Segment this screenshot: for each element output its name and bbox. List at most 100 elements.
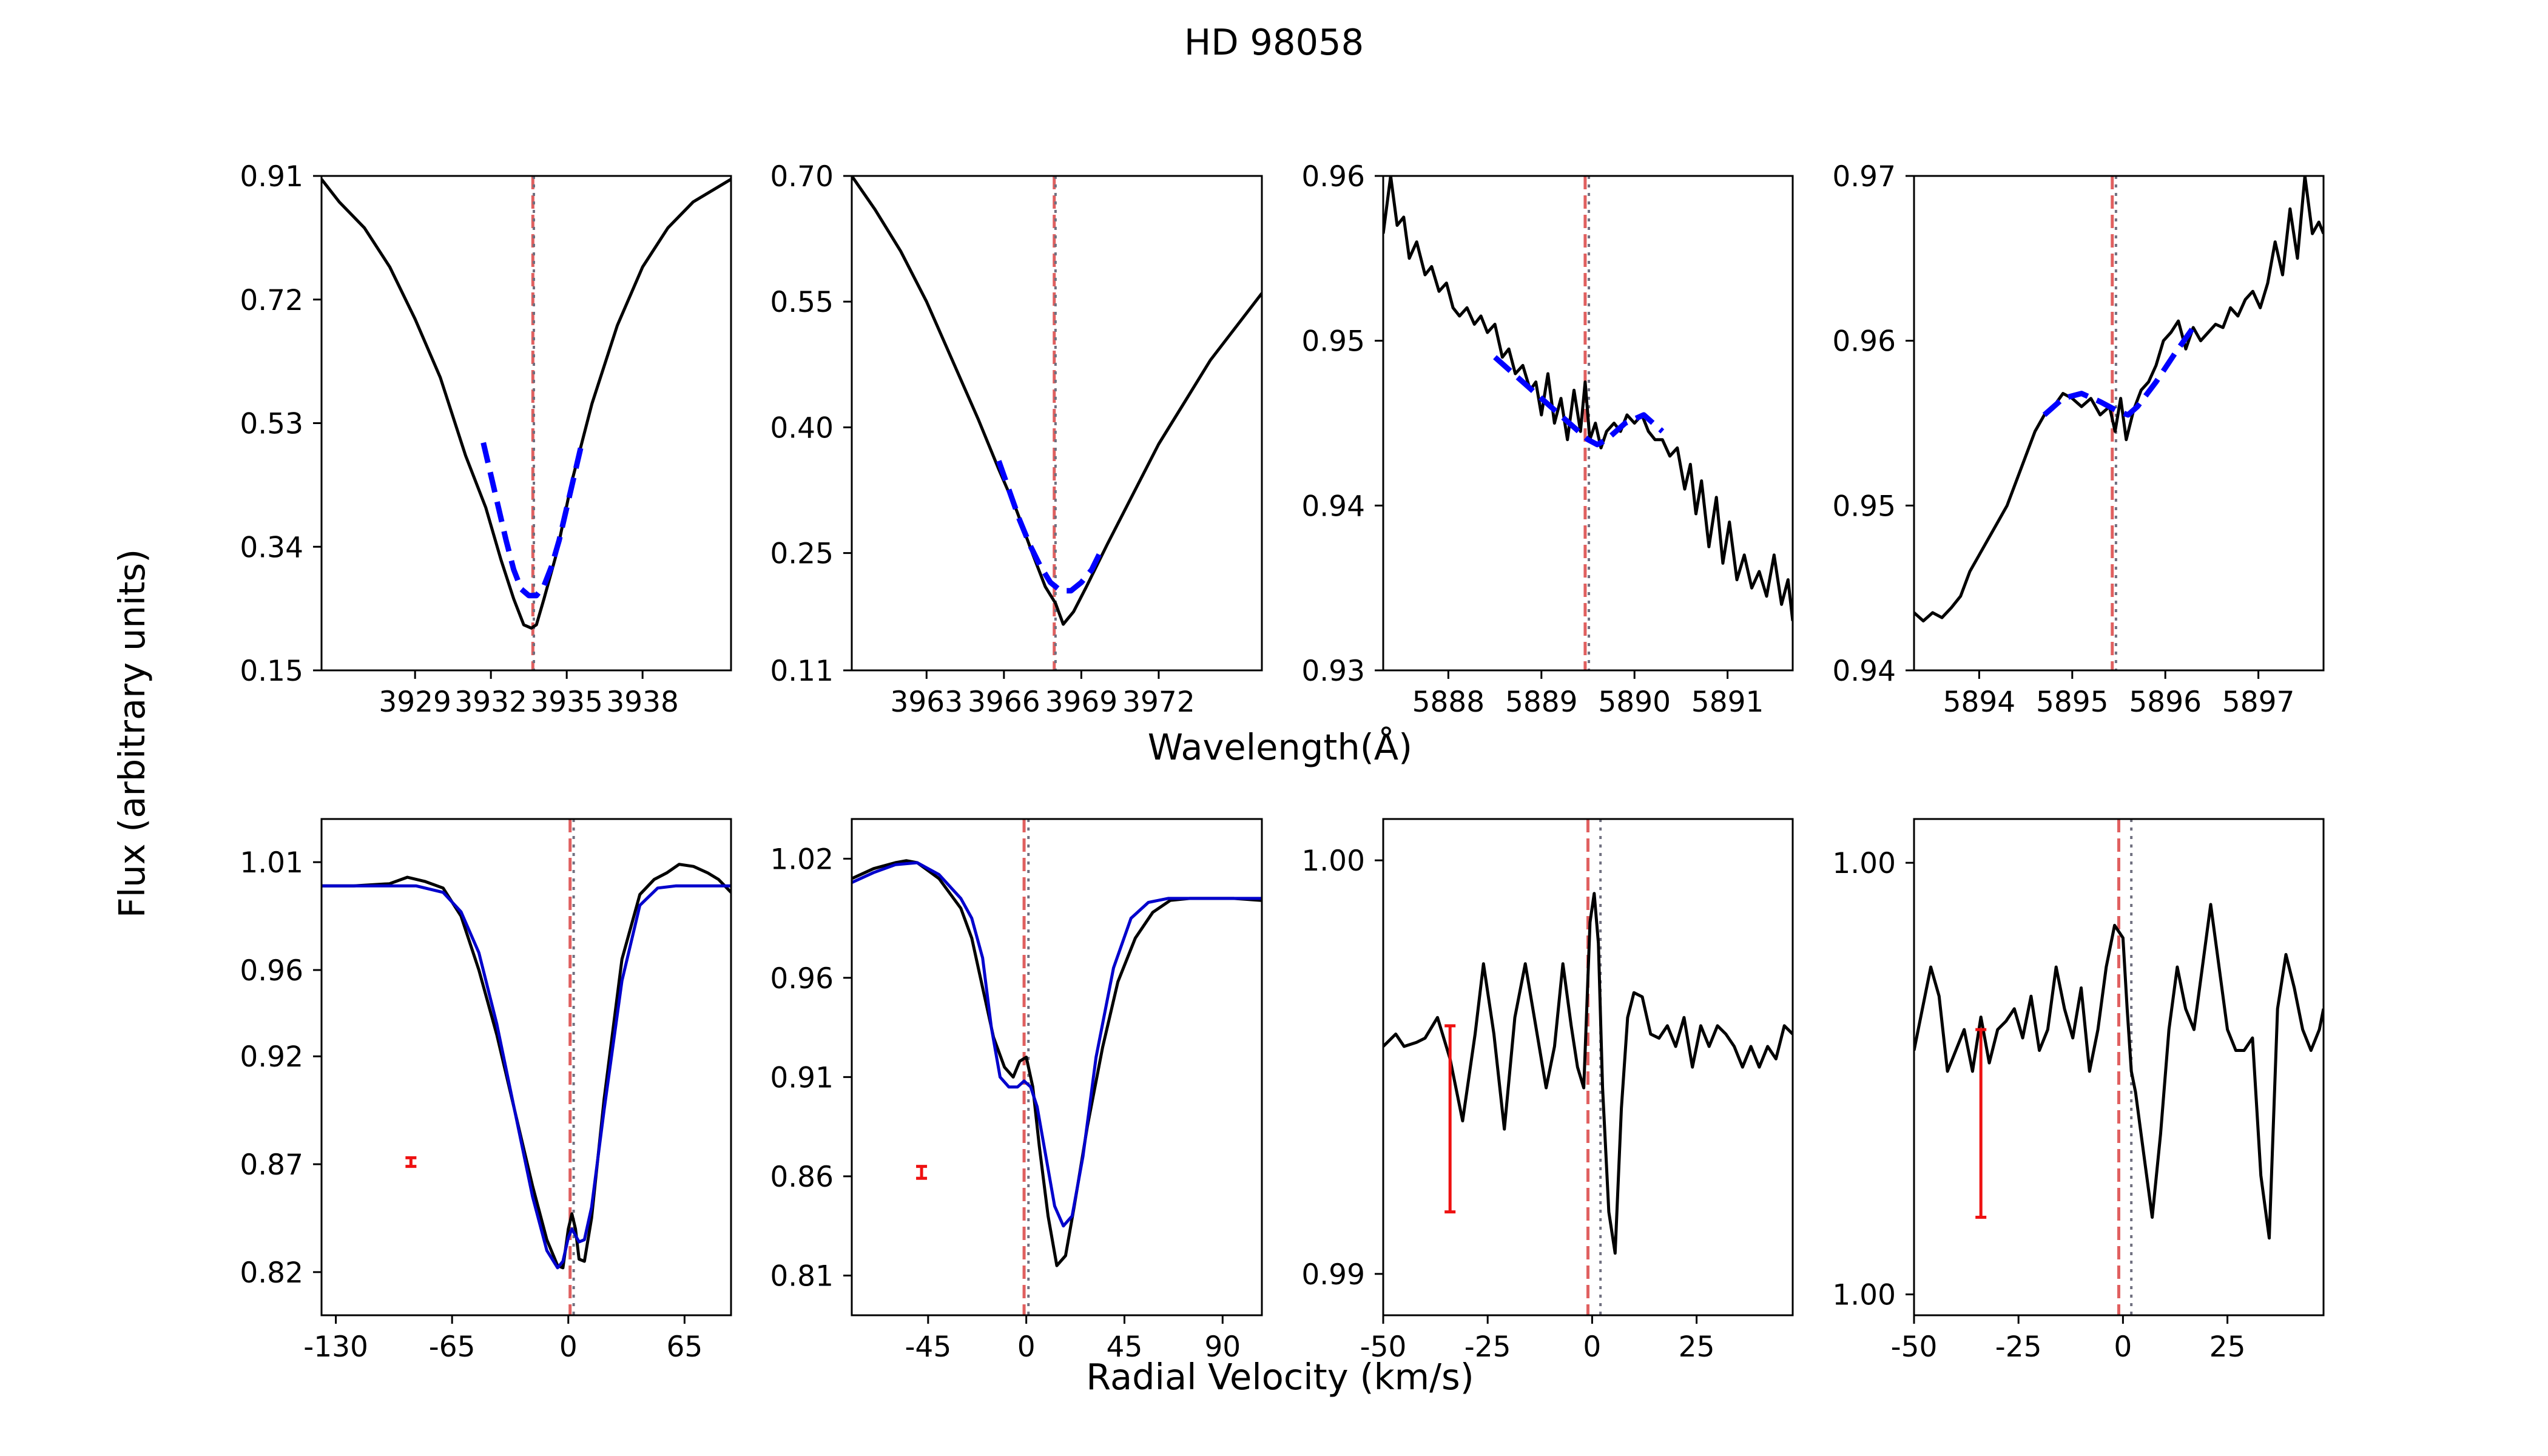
x-tick-label: -25: [1995, 1330, 2042, 1364]
bottom-row-x-axis-label: Radial Velocity (km/s): [1086, 1356, 1474, 1398]
series-observed: [1914, 903, 2324, 1240]
axes-frame: [1913, 818, 2325, 1316]
panel-5: -130 -65 0 65 0.82 0.87 0.92 0.96 1.01: [240, 818, 732, 1364]
y-tick-label: 0.91: [240, 160, 303, 194]
plot-area: [852, 819, 1262, 1315]
x-tick-label: 5895: [2036, 686, 2109, 719]
error-bar: [916, 1165, 928, 1180]
error-bar: [1444, 1024, 1456, 1214]
series-model: [852, 861, 1262, 1228]
plot-area: [1383, 176, 1793, 670]
x-tick-label: 3966: [968, 686, 1040, 719]
error-bar: [1975, 1028, 1987, 1219]
x-tick-label: -50: [1360, 1330, 1407, 1364]
x-tick-label: -130: [303, 1330, 368, 1364]
panel-1: 3929 3932 3935 3938 0.15 0.34 0.53 0.72 0.91: [240, 160, 732, 719]
series-fit: [996, 460, 1105, 594]
axes-frame: [1382, 818, 1794, 1316]
x-tick-label: 0: [559, 1330, 578, 1364]
y-tick-label: 0.72: [240, 284, 303, 317]
y-tick-label: 1.00: [1832, 1279, 1896, 1312]
y-tick-label: 0.11: [770, 655, 834, 688]
x-tick-label: 0: [1017, 1330, 1036, 1364]
y-tick-label: 0.96: [770, 962, 834, 996]
panel-6: -45 0 45 90 0.81 0.86 0.91 0.96 1.02: [770, 818, 1263, 1364]
x-tick-label: 5891: [1691, 686, 1764, 719]
y-tick-label: 0.40: [770, 411, 834, 445]
panel-8: -50 -25 0 25 1.00 1.00: [1832, 818, 2325, 1364]
figure-title: HD 98058: [1184, 21, 1364, 63]
y-tick-label: 1.01: [240, 846, 303, 880]
series-observed: [852, 859, 1262, 1267]
y-tick-label: 0.81: [770, 1260, 834, 1293]
y-tick-label: 0.92: [240, 1040, 303, 1074]
panels-group: 3929 3932 3935 3938 0.15 0.34 0.53 0.72 0.91 3963…: [240, 160, 2325, 1364]
x-tick-label: 3938: [606, 686, 679, 719]
x-tick-label: 5889: [1505, 686, 1578, 719]
y-tick-label: 0.99: [1301, 1258, 1365, 1292]
y-tick-label: 0.87: [240, 1148, 303, 1182]
x-tick-label: 65: [666, 1330, 703, 1364]
x-tick-label: 3963: [890, 686, 963, 719]
x-tick-label: 5890: [1598, 686, 1671, 719]
plot-area: [322, 819, 731, 1315]
x-tick-label: 3972: [1122, 686, 1195, 719]
series-observed: [1383, 892, 1793, 1255]
series-observed: [322, 863, 731, 1270]
series-fit: [480, 442, 585, 599]
y-tick-label: 0.95: [1832, 490, 1896, 523]
x-tick-label: -25: [1464, 1330, 1511, 1364]
plot-area: [1914, 176, 2324, 670]
panel-4: 5894 5895 5896 5897 0.94 0.95 0.96 0.97: [1832, 160, 2325, 719]
x-tick-label: 5896: [2129, 686, 2202, 719]
x-tick-label: 90: [1204, 1330, 1241, 1364]
y-tick-label: 1.00: [1832, 847, 1896, 880]
panel-7: -50 -25 0 25 0.99 1.00: [1301, 818, 1794, 1364]
x-tick-label: 25: [2209, 1330, 2246, 1364]
series-observed: [322, 178, 731, 630]
y-tick-label: 0.96: [1832, 325, 1896, 359]
y-tick-label: 0.94: [1301, 490, 1365, 523]
x-tick-label: 25: [1679, 1330, 1715, 1364]
series-observed: [1914, 176, 2324, 622]
x-tick-label: 5888: [1412, 686, 1485, 719]
y-tick-label: 0.96: [240, 954, 303, 988]
y-tick-label: 0.96: [1301, 160, 1365, 194]
y-tick-label: 1.00: [1301, 844, 1365, 878]
series-model: [322, 884, 731, 1270]
series-fit: [1493, 355, 1665, 448]
series-observed: [852, 176, 1262, 626]
plot-area: [1914, 819, 2324, 1315]
plot-area: [1383, 819, 1793, 1315]
panel-3: 5888 5889 5890 5891 0.93 0.94 0.95 0.96: [1301, 160, 1794, 719]
x-tick-label: 3929: [379, 686, 451, 719]
y-tick-label: 0.86: [770, 1161, 834, 1194]
shared-y-axis-label: Flux (arbitrary units): [111, 549, 153, 918]
series-observed: [1383, 176, 1793, 621]
error-bar: [405, 1156, 417, 1168]
y-tick-label: 0.91: [770, 1061, 834, 1094]
axes-frame: [851, 818, 1263, 1316]
x-tick-label: 3969: [1045, 686, 1118, 719]
axes-frame: [851, 175, 1263, 672]
y-tick-label: 1.02: [770, 843, 834, 876]
axes-frame: [1913, 175, 2325, 672]
plot-area: [322, 176, 731, 670]
x-tick-label: 5897: [2222, 686, 2295, 719]
x-tick-label: 0: [1583, 1330, 1601, 1364]
x-tick-label: 5894: [1943, 686, 2016, 719]
x-tick-label: 45: [1107, 1330, 1143, 1364]
plot-area: [852, 176, 1262, 670]
x-tick-label: -65: [429, 1330, 476, 1364]
axes-frame: [320, 818, 732, 1316]
y-tick-label: 0.70: [770, 160, 834, 194]
x-tick-label: 0: [2114, 1330, 2132, 1364]
x-tick-label: 3932: [454, 686, 527, 719]
y-tick-label: 0.82: [240, 1256, 303, 1290]
y-tick-label: 0.94: [1832, 655, 1896, 688]
x-tick-label: -45: [905, 1330, 951, 1364]
y-tick-label: 0.55: [770, 286, 834, 319]
y-tick-label: 0.25: [770, 538, 834, 571]
top-row-x-axis-label: Wavelength(Å): [1148, 726, 1412, 768]
